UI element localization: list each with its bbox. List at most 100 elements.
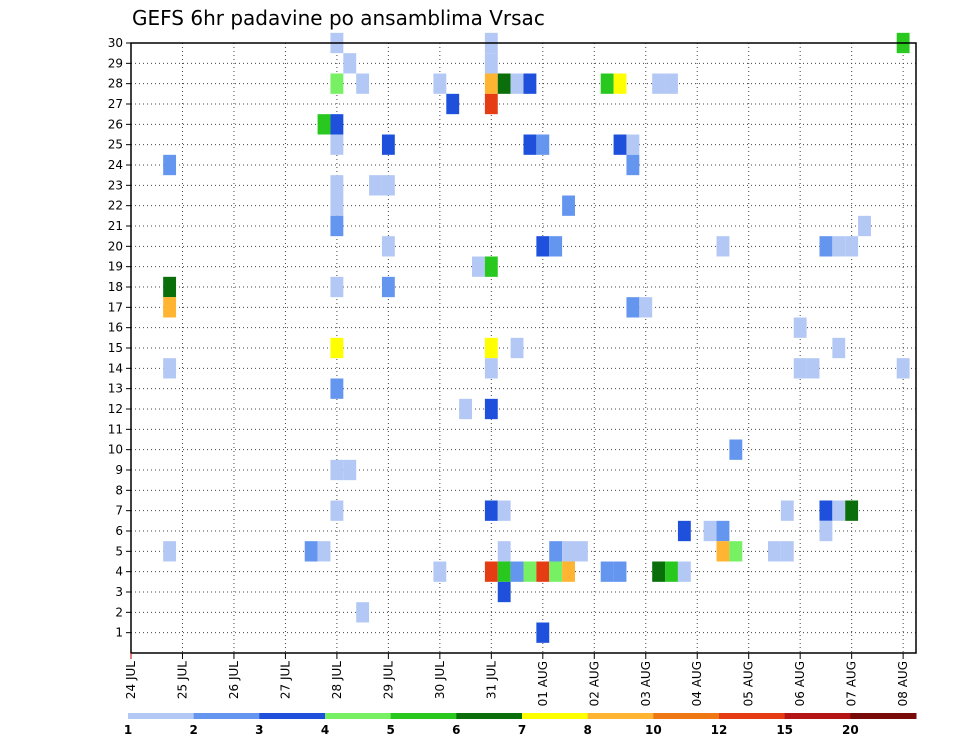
legend-swatch [390, 713, 457, 719]
legend-swatch [850, 713, 917, 719]
precip-cell [330, 195, 344, 216]
precip-cell [343, 53, 357, 74]
precip-cell [317, 541, 331, 562]
precip-cell [163, 297, 177, 318]
y-tick-label: 30 [108, 36, 123, 50]
precip-cell [729, 439, 743, 460]
legend-label: 1 [124, 723, 132, 737]
precip-cell [510, 561, 524, 582]
x-tick-label: 04 AUG [690, 661, 704, 706]
precip-cell [613, 134, 627, 155]
y-axis: 1234567891011121314151617181920212223242… [108, 36, 131, 640]
precip-cell [304, 541, 318, 562]
precip-cell [574, 541, 588, 562]
precip-cell [330, 73, 344, 94]
legend-label: 5 [386, 723, 394, 737]
precip-cell [768, 541, 781, 562]
precip-cell [652, 73, 666, 94]
y-tick-label: 19 [108, 260, 123, 274]
x-tick-label: 02 AUG [587, 661, 601, 706]
y-tick-label: 12 [108, 402, 123, 416]
precip-cell [716, 236, 730, 257]
precip-cell [484, 256, 498, 277]
precip-cell [600, 561, 614, 582]
precip-cell [819, 500, 833, 521]
precip-cell [549, 541, 563, 562]
precip-cell [433, 73, 447, 94]
precip-cell [459, 398, 473, 420]
y-tick-label: 10 [108, 443, 123, 457]
precip-cell [330, 378, 344, 399]
precip-cell [163, 541, 177, 562]
precip-cell [703, 520, 717, 542]
precip-cell [549, 236, 563, 257]
precip-cell [523, 561, 537, 582]
legend-swatch [587, 713, 654, 719]
y-tick-label: 3 [115, 585, 123, 599]
x-tick-label: 01 AUG [536, 661, 550, 706]
precip-cell [163, 358, 177, 379]
x-tick-label: 26 JUL [227, 661, 241, 699]
precip-cell [356, 602, 370, 623]
precip-cell [819, 520, 833, 542]
y-tick-label: 9 [115, 463, 123, 477]
precip-cell [523, 73, 537, 94]
y-tick-label: 13 [108, 382, 123, 396]
precip-cell [562, 195, 575, 216]
precip-cell [600, 73, 614, 94]
precip-cell [472, 256, 485, 277]
precip-cell [536, 134, 550, 155]
precip-cell [317, 114, 331, 135]
x-tick-label: 06 AUG [793, 661, 807, 706]
precip-cell [330, 500, 344, 521]
precip-cell [626, 154, 640, 176]
y-tick-label: 25 [108, 138, 123, 152]
precip-cell [497, 581, 511, 603]
y-tick-label: 20 [108, 239, 123, 253]
y-tick-label: 27 [108, 97, 123, 111]
chart-title: GEFS 6hr padavine po ansamblima Vrsac [132, 6, 545, 30]
legend-label: 4 [321, 723, 329, 737]
y-tick-label: 4 [115, 565, 123, 579]
precip-cell [832, 236, 846, 257]
precip-cell [330, 134, 344, 155]
precip-cell [677, 561, 691, 582]
precip-cell [665, 73, 678, 94]
x-tick-label: 29 JUL [381, 661, 395, 699]
y-tick-label: 16 [108, 321, 123, 335]
precip-cell [626, 134, 640, 155]
legend-label: 6 [452, 723, 460, 737]
precip-cell [484, 73, 498, 94]
y-tick-label: 15 [108, 341, 123, 355]
precip-cell [536, 622, 550, 643]
precip-cell [845, 236, 859, 257]
precip-cell [832, 337, 846, 359]
precip-cell [433, 561, 447, 582]
precip-cell [484, 53, 498, 74]
precip-cells [163, 32, 910, 643]
legend-swatch [193, 713, 260, 719]
precip-cell [716, 520, 730, 542]
precip-cell [523, 134, 537, 155]
legend-swatch [784, 713, 851, 719]
legend-swatch [325, 713, 392, 719]
x-tick-label: 28 JUL [330, 661, 344, 699]
precip-cell [484, 93, 498, 115]
precip-cell [497, 541, 511, 562]
legend-swatch [259, 713, 326, 719]
y-tick-label: 29 [108, 56, 123, 70]
precip-cell [497, 73, 511, 94]
y-tick-label: 17 [108, 300, 123, 314]
y-tick-label: 26 [108, 117, 123, 131]
precip-cell [536, 561, 550, 582]
y-tick-label: 6 [115, 524, 123, 538]
precip-cell [652, 561, 666, 582]
x-tick-label: 31 JUL [484, 661, 498, 699]
precip-cell [716, 541, 730, 562]
x-tick-label: 27 JUL [278, 661, 292, 699]
precip-cell [858, 215, 871, 237]
x-tick-label: 08 AUG [896, 661, 910, 706]
precip-cell [381, 175, 395, 196]
x-tick-label: 03 AUG [639, 661, 653, 706]
precip-cell [343, 459, 357, 481]
